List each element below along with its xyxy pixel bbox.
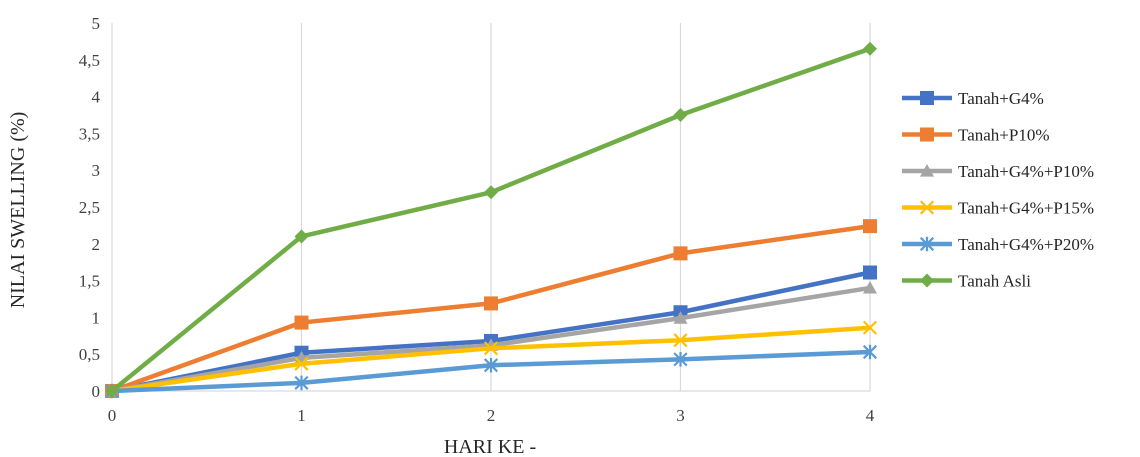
legend-label: Tanah+G4%+P20% [958, 235, 1094, 254]
legend-item: Tanah+G4%+P15% [902, 199, 1094, 218]
legend-label: Tanah+P10% [958, 126, 1050, 145]
y-tick-label: 1,5 [79, 272, 100, 291]
x-tick-label: 0 [108, 406, 117, 425]
x-axis-title: HARI KE - [444, 436, 536, 457]
legend-label: Tanah+G4% [958, 89, 1044, 108]
series-group [104, 41, 878, 399]
legend-marker [919, 236, 935, 252]
x-tick-label: 3 [676, 406, 685, 425]
data-point [673, 352, 688, 367]
x-tick-label: 1 [297, 406, 306, 425]
data-point [484, 296, 498, 311]
y-tick-label: 0,5 [79, 345, 100, 364]
x-tick-label: 4 [866, 406, 875, 425]
data-point [673, 246, 688, 261]
legend-item: Tanah+P10% [902, 126, 1050, 145]
data-point [863, 41, 877, 56]
legend-marker [920, 273, 934, 288]
y-tick-label: 2,5 [79, 198, 100, 217]
legend-label: Tanah Asli [958, 272, 1031, 291]
data-point [673, 333, 688, 348]
legend-item: Tanah Asli [902, 272, 1031, 291]
data-point [294, 356, 309, 371]
legend-item: Tanah+G4%+P10% [902, 162, 1094, 181]
data-point [483, 357, 499, 373]
y-tick-label: 4,5 [79, 51, 100, 70]
data-point [863, 280, 877, 294]
y-tick-label: 1 [92, 308, 101, 327]
data-point [862, 320, 878, 335]
y-tick-label: 0 [92, 382, 101, 401]
series-6 [105, 41, 877, 398]
data-point [483, 341, 499, 356]
data-point [484, 185, 498, 200]
data-point [863, 219, 877, 234]
data-point [294, 229, 309, 244]
y-tick-label: 5 [92, 14, 101, 33]
legend: Tanah+G4% Tanah+P10% Tanah+G4%+P10% Tanah+G… [902, 89, 1094, 291]
data-point [294, 315, 309, 330]
data-point [862, 344, 878, 360]
data-point [673, 108, 688, 122]
x-tick-label: 2 [487, 406, 496, 425]
y-tick-label: 3 [92, 161, 101, 180]
y-tick-label: 4 [92, 88, 101, 107]
legend-marker [919, 200, 935, 215]
legend-item: Tanah+G4% [902, 89, 1044, 108]
legend-label: Tanah+G4%+P10% [958, 162, 1094, 181]
legend-marker [920, 164, 934, 177]
y-axis-title: NILAI SWELLING (%) [7, 112, 29, 309]
legend-marker [920, 127, 934, 142]
y-tick-label: 3,5 [79, 124, 100, 143]
data-point [105, 384, 119, 398]
axes [111, 23, 870, 392]
legend-item: Tanah+G4%+P20% [902, 235, 1094, 254]
data-point [294, 375, 309, 391]
y-tick-label: 2 [92, 235, 101, 254]
tick-labels: 0 1 2 3 4 0 0,5 1 1,5 2 2,5 3 3,5 4 4,5 5 [79, 14, 875, 425]
legend-marker [920, 91, 934, 105]
data-point [673, 311, 688, 324]
data-point [863, 265, 877, 280]
legend-label: Tanah+G4%+P15% [958, 199, 1094, 218]
